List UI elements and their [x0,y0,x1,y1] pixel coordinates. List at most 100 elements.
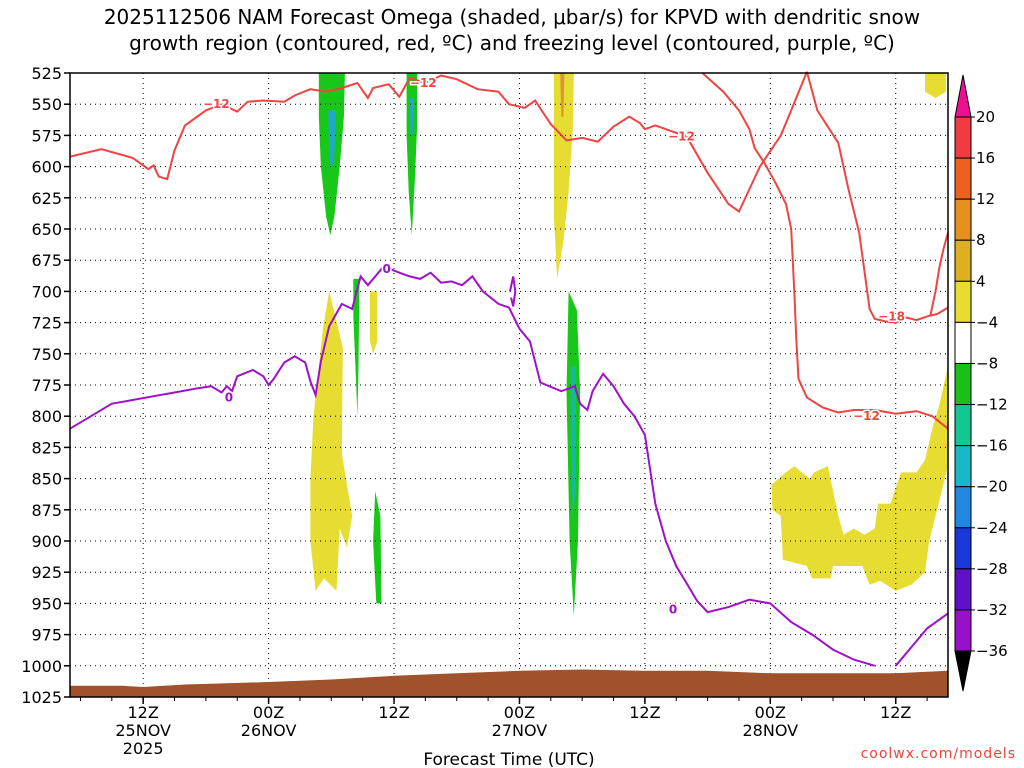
shade-green-b [406,73,417,236]
shade-teal-b [409,98,414,136]
y-tick-label: 775 [31,376,62,395]
y-tick-label: 675 [31,251,62,270]
y-tick-label: 525 [31,64,62,83]
dgz-label-b: −12 [410,76,437,90]
colorbar-swatch [954,239,972,282]
dgz-contour-lower [805,71,949,324]
dgz-contour-right [701,72,949,430]
dgz-label-c: −12 [668,130,695,144]
y-tick-label: 1025 [21,688,62,707]
colorbar-label: −36 [976,642,1008,660]
colorbar-label: −8 [976,354,998,372]
shade-orange-c [560,73,565,117]
x-tick-date: 26NOV [241,721,297,740]
colorbar-label: −28 [976,560,1008,578]
plot-area [70,73,948,697]
x-axis-label: Forecast Time (UTC) [423,750,594,768]
shade-yellow-j [925,73,946,98]
colorbar-label: 8 [976,231,986,249]
y-tick-label: 850 [31,470,62,489]
freezing-level-loop [509,276,517,307]
y-tick-label: 950 [31,594,62,613]
colorbar-label: −12 [976,396,1008,414]
colorbar-label: 4 [976,272,986,290]
y-tick-label: 550 [31,95,62,114]
chart-title-line2: growth region (contoured, red, ºC) and f… [129,31,895,55]
ground-surface [70,669,948,697]
colorbar-swatch [954,486,972,529]
omega-shading-layer [310,73,948,616]
y-tick-label: 625 [31,189,62,208]
shade-teal-a [328,110,336,173]
y-tick-label: 825 [31,438,62,457]
y-tick-label: 800 [31,407,62,426]
y-tick-label: 725 [31,314,62,333]
shade-yellow-i [771,366,948,591]
y-tick-label: 700 [31,282,62,301]
y-axis: 525 550 575 600 625 650 675 700 725 750 775 800 825 8… [21,64,70,707]
colorbar-swatch [954,527,972,570]
freezing-level-contour [69,265,876,667]
colorbar-swatch [954,198,972,241]
credit-text: coolwx.com/models [861,746,1016,762]
x-tick-label: 12Z [378,703,409,722]
colorbar-label: −4 [976,313,998,331]
x-tick-label: 00Z [504,703,535,722]
colorbar-under-arrow [954,650,972,692]
x-tick-date: 28NOV [743,721,799,740]
y-tick-label: 750 [31,345,62,364]
chart-title-line1: 2025112506 NAM Forecast Omega (shaded, μ… [104,5,920,29]
freezing-level-contour-right [894,612,949,667]
y-tick-label: 1000 [21,657,62,676]
colorbar-over-arrow [954,74,972,118]
y-tick-label: 650 [31,220,62,239]
colorbar-label: −16 [976,437,1008,455]
shade-yellow-c [553,73,574,279]
colorbar-label: 16 [976,149,995,167]
x-tick-label: 12Z [128,703,159,722]
shade-yellow-e [370,291,378,354]
colorbar-label: −20 [976,478,1008,496]
colorbar-swatch [954,445,972,488]
y-tick-label: 925 [31,563,62,582]
dgz-contour-farright [929,232,949,317]
colorbar-swatch [954,404,972,447]
y-tick-label: 875 [31,501,62,520]
colorbar-swatch [954,362,972,406]
freezing-label-b: 0 [383,262,391,276]
colorbar-swatch [954,568,972,611]
dgz-contour-upper [69,71,808,214]
x-tick-label: 00Z [755,703,786,722]
shade-green-g [373,491,382,604]
dgz-label-d: −12 [853,409,880,423]
colorbar-swatch [954,321,972,364]
x-tick-year: 2025 [123,739,164,758]
colorbar-label: −24 [976,519,1008,537]
freezing-label-c: 0 [669,603,677,617]
dgz-label-e: −18 [878,309,905,323]
y-tick-label: 900 [31,532,62,551]
colorbar-swatch [954,280,972,323]
y-tick-label: 975 [31,626,62,645]
ground-layer [70,669,948,697]
colorbar-label: 12 [976,190,995,208]
shade-green-f [353,278,360,417]
colorbar-label: −32 [976,601,1008,619]
x-tick-date: 27NOV [492,721,548,740]
dgz-label-a: −12 [203,97,230,111]
colorbar-swatch [954,609,972,652]
colorbar: 20 16 12 8 4 −4 −8 −12 −16 −20 −24 −28 −32 −36 [954,74,1008,692]
colorbar-label: 20 [976,108,995,126]
grid-layer [70,72,948,698]
x-tick-label: 00Z [253,703,284,722]
colorbar-swatch [954,157,972,200]
x-tick-label: 12Z [629,703,660,722]
x-tick-date: 25NOV [115,721,171,740]
contour-layer: −12 −12 −12 −12 −18 0 0 0 [69,71,949,667]
freezing-label-a: 0 [225,390,233,404]
colorbar-swatch [954,116,972,159]
y-tick-label: 575 [31,126,62,145]
shade-teal-h [570,366,576,516]
